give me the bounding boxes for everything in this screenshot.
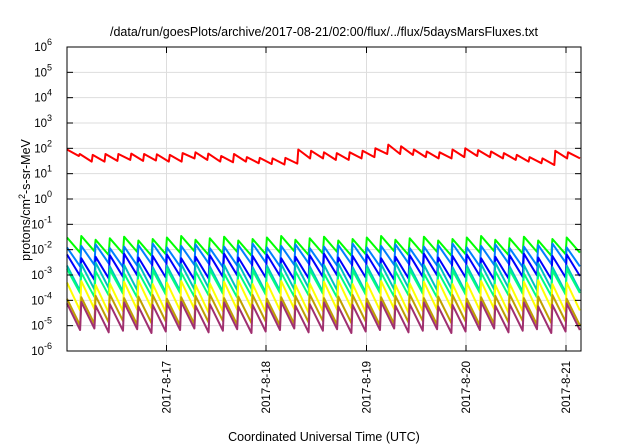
y-axis-label-rest: -s-sr-MeV — [19, 138, 33, 194]
y-tick-label: 10-4 — [31, 290, 52, 307]
y-axis-label-sup: 2 — [17, 194, 27, 199]
y-tick-label: 10-6 — [31, 341, 52, 358]
x-axis-ticks: 2017-8-17 2017-8-18 2017-8-19 2017-8-20 2017… — [162, 47, 573, 413]
series-line — [66, 300, 581, 334]
y-tick-label: 105 — [34, 62, 52, 79]
y-axis-label-main: protons/cm — [19, 199, 33, 261]
chart-title: /data/run/goesPlots/archive/2017-08-21/0… — [110, 25, 539, 39]
y-tick-label: 104 — [34, 88, 52, 105]
y-axis-ticks: 10-6 10-5 10-4 10-3 10-2 10-1 100 101 102 103 104 1… — [31, 37, 581, 358]
y-tick-label: 102 — [34, 138, 52, 155]
y-tick-label: 10-3 — [31, 265, 52, 282]
data-series — [66, 143, 581, 334]
x-tick-label: 2017-8-18 — [261, 361, 273, 413]
x-tick-label: 2017-8-21 — [561, 361, 573, 413]
y-axis-label: protons/cm2-s-sr-MeV — [17, 138, 33, 260]
y-tick-label: 10-1 — [31, 214, 52, 231]
y-tick-label: 10-2 — [31, 240, 52, 257]
y-tick-label: 100 — [34, 189, 52, 206]
x-tick-label: 2017-8-19 — [362, 361, 374, 413]
y-tick-label: 106 — [34, 37, 52, 54]
y-tick-label: 10-5 — [31, 316, 52, 333]
x-axis-label: Coordinated Universal Time (UTC) — [228, 430, 420, 444]
series-line — [66, 143, 581, 166]
x-tick-label: 2017-8-20 — [461, 361, 473, 413]
y-tick-label: 103 — [34, 113, 52, 130]
y-tick-label: 101 — [34, 164, 52, 181]
x-tick-label: 2017-8-17 — [162, 361, 174, 413]
